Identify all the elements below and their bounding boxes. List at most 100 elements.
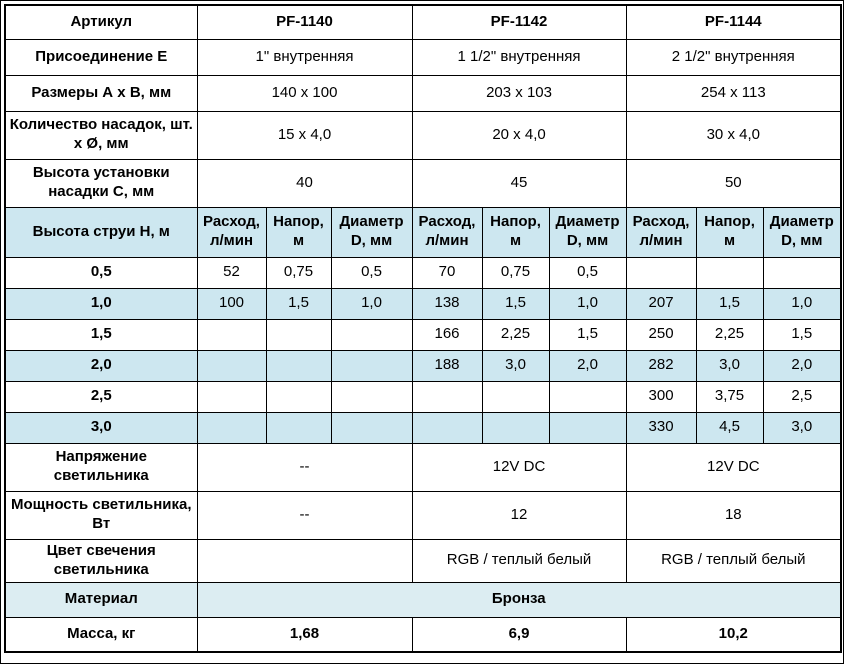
dimensions-label: Размеры А х В, мм [4,74,198,112]
row-nozzles: Количество насадок, шт. х Ø, мм 15 x 4,0 2… [4,110,842,160]
spec-table-body: Артикул PF-1140 PF-1142 PF-1144 Присоединени… [4,4,842,653]
row-articul: Артикул PF-1140 PF-1142 PF-1144 [4,4,842,40]
h05-cell-5: 0,5 [548,256,627,289]
row-jet-header: Высота струи Н, м Расход, л/мин Напор, м Ди… [4,206,842,258]
dimensions-cell-0: 140 x 100 [196,74,413,112]
material-cell-0: Бронза [196,581,842,618]
row-glow-color: Цвет свечения светильника RGB / теплый бе… [4,538,842,583]
nozzles-label: Количество насадок, шт. х Ø, мм [4,110,198,160]
articul-cell-0: PF-1140 [196,4,413,40]
h20-cell-8: 2,0 [762,349,842,382]
h05-cell-7 [695,256,764,289]
jet-header-cell-6: Расход, л/мин [625,206,697,258]
row-dimensions: Размеры А х В, мм 140 x 100 203 x 103 254 x… [4,74,842,112]
h10-cell-4: 1,5 [481,287,550,320]
h10-cell-0: 100 [196,287,267,320]
nozzles-cell-2: 30 x 4,0 [625,110,842,160]
mass-cell-2: 10,2 [625,616,842,653]
row-h25: 2,5 300 3,75 2,5 [4,380,842,413]
h15-label: 1,5 [4,318,198,351]
h25-cell-5 [548,380,627,413]
h05-cell-3: 70 [411,256,483,289]
h20-label: 2,0 [4,349,198,382]
install-height-label: Высота установки насадки С, мм [4,158,198,208]
h25-cell-7: 3,75 [695,380,764,413]
h15-cell-3: 166 [411,318,483,351]
glow-color-cell-2: RGB / теплый белый [625,538,842,583]
h10-cell-6: 207 [625,287,697,320]
h15-cell-8: 1,5 [762,318,842,351]
install-height-cell-2: 50 [625,158,842,208]
row-mass: Масса, кг 1,68 6,9 10,2 [4,616,842,653]
h25-cell-4 [481,380,550,413]
h05-label: 0,5 [4,256,198,289]
h15-cell-7: 2,25 [695,318,764,351]
h20-cell-1 [265,349,332,382]
row-h20: 2,0 188 3,0 2,0 282 3,0 2,0 [4,349,842,382]
h30-cell-0 [196,411,267,444]
h30-label: 3,0 [4,411,198,444]
mass-label: Масса, кг [4,616,198,653]
h25-cell-2 [330,380,413,413]
product-spec-table: Артикул PF-1140 PF-1142 PF-1144 Присоединени… [4,4,843,653]
h25-cell-0 [196,380,267,413]
jet-header-cell-2: Диаметр D, мм [330,206,413,258]
h10-cell-5: 1,0 [548,287,627,320]
row-h30: 3,0 330 4,5 3,0 [4,411,842,444]
h15-cell-6: 250 [625,318,697,351]
power-cell-2: 18 [625,490,842,540]
articul-label: Артикул [4,4,198,40]
h30-cell-1 [265,411,332,444]
h20-cell-6: 282 [625,349,697,382]
row-material: Материал Бронза [4,581,842,618]
row-h15: 1,5 166 2,25 1,5 250 2,25 1,5 [4,318,842,351]
connection-label: Присоединение Е [4,38,198,76]
power-cell-1: 12 [411,490,627,540]
jet-header-cell-1: Напор, м [265,206,332,258]
jet-header-cell-0: Расход, л/мин [196,206,267,258]
h30-cell-5 [548,411,627,444]
h25-cell-1 [265,380,332,413]
connection-cell-1: 1 1/2" внутренняя [411,38,627,76]
h10-cell-1: 1,5 [265,287,332,320]
voltage-label: Напряжение светильника [4,442,198,492]
mass-cell-1: 6,9 [411,616,627,653]
h30-cell-3 [411,411,483,444]
h05-cell-8 [762,256,842,289]
h25-cell-3 [411,380,483,413]
row-install-height: Высота установки насадки С, мм 40 45 50 [4,158,842,208]
h10-cell-7: 1,5 [695,287,764,320]
jet-header-cell-7: Напор, м [695,206,764,258]
jet-header-label: Высота струи Н, м [4,206,198,258]
nozzles-cell-0: 15 x 4,0 [196,110,413,160]
h30-cell-8: 3,0 [762,411,842,444]
install-height-cell-0: 40 [196,158,413,208]
h30-cell-7: 4,5 [695,411,764,444]
power-cell-0: -- [196,490,413,540]
jet-header-cell-4: Напор, м [481,206,550,258]
h15-cell-5: 1,5 [548,318,627,351]
h20-cell-4: 3,0 [481,349,550,382]
jet-header-cell-5: Диаметр D, мм [548,206,627,258]
dimensions-cell-2: 254 x 113 [625,74,842,112]
h30-cell-6: 330 [625,411,697,444]
h20-cell-7: 3,0 [695,349,764,382]
row-h05: 0,5 52 0,75 0,5 70 0,75 0,5 [4,256,842,289]
dimensions-cell-1: 203 x 103 [411,74,627,112]
connection-cell-0: 1" внутренняя [196,38,413,76]
h05-cell-4: 0,75 [481,256,550,289]
h20-cell-2 [330,349,413,382]
connection-cell-2: 2 1/2" внутренняя [625,38,842,76]
mass-cell-0: 1,68 [196,616,413,653]
h30-cell-4 [481,411,550,444]
material-label: Материал [4,581,198,618]
row-connection: Присоединение Е 1" внутренняя 1 1/2" внутр… [4,38,842,76]
nozzles-cell-1: 20 x 4,0 [411,110,627,160]
h15-cell-4: 2,25 [481,318,550,351]
h25-label: 2,5 [4,380,198,413]
h20-cell-0 [196,349,267,382]
h10-cell-2: 1,0 [330,287,413,320]
h15-cell-2 [330,318,413,351]
jet-header-cell-3: Расход, л/мин [411,206,483,258]
